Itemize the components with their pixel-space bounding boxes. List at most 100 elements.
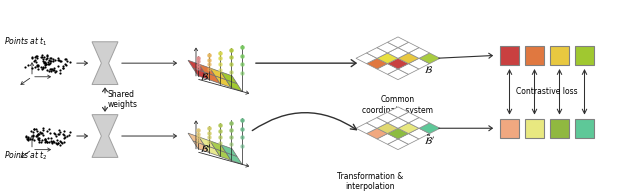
Point — [56, 59, 66, 63]
Point — [21, 137, 31, 140]
Point — [35, 131, 45, 134]
Polygon shape — [356, 123, 377, 134]
FancyBboxPatch shape — [575, 119, 594, 138]
Text: Contrastive loss: Contrastive loss — [516, 87, 578, 96]
Polygon shape — [204, 72, 220, 83]
Point — [40, 61, 50, 64]
Point — [42, 57, 52, 60]
Point — [26, 129, 36, 133]
Point — [53, 57, 63, 60]
FancyBboxPatch shape — [500, 46, 519, 65]
Point — [38, 58, 48, 61]
Polygon shape — [408, 118, 429, 128]
Point — [62, 134, 72, 137]
Point — [36, 66, 46, 69]
Point — [41, 140, 51, 143]
Point — [38, 60, 49, 63]
Point — [46, 136, 56, 139]
Point — [27, 137, 37, 140]
Point — [33, 133, 43, 136]
Point — [59, 130, 69, 133]
Point — [58, 66, 68, 69]
Point — [42, 56, 52, 59]
Text: Points at $t_1$: Points at $t_1$ — [4, 36, 47, 48]
Polygon shape — [377, 64, 398, 74]
Point — [34, 138, 44, 141]
Point — [53, 141, 63, 144]
Point — [27, 56, 37, 59]
Point — [61, 58, 71, 61]
Point — [54, 129, 64, 132]
Point — [45, 69, 56, 72]
Point — [30, 58, 40, 61]
Point — [56, 141, 66, 144]
Polygon shape — [387, 37, 408, 48]
Point — [53, 58, 63, 62]
Point — [45, 57, 56, 60]
Point — [33, 137, 43, 140]
Point — [34, 132, 44, 135]
Polygon shape — [226, 80, 242, 91]
Point — [23, 136, 33, 139]
Point — [58, 133, 68, 136]
FancyBboxPatch shape — [500, 119, 519, 138]
Point — [54, 132, 64, 135]
Point — [28, 134, 38, 137]
Point — [28, 66, 38, 69]
Point — [36, 56, 47, 59]
Polygon shape — [398, 53, 419, 64]
Polygon shape — [408, 58, 429, 69]
Point — [49, 141, 60, 144]
Point — [42, 129, 52, 133]
Text: Points at $t_2$: Points at $t_2$ — [4, 150, 47, 162]
Point — [49, 131, 59, 135]
Point — [44, 140, 54, 144]
Polygon shape — [398, 112, 419, 123]
Polygon shape — [188, 60, 204, 72]
Point — [55, 130, 65, 133]
Point — [45, 67, 55, 70]
Point — [49, 66, 60, 69]
Point — [47, 67, 57, 70]
Text: $\mathcal{B}$: $\mathcal{B}$ — [424, 65, 433, 75]
Text: Transformation &
interpolation: Transformation & interpolation — [337, 172, 403, 191]
Point — [36, 53, 47, 56]
Point — [23, 136, 33, 139]
Polygon shape — [356, 53, 377, 64]
Point — [57, 141, 67, 144]
Point — [38, 133, 48, 136]
Polygon shape — [367, 128, 387, 139]
Point — [33, 63, 44, 66]
Point — [51, 70, 61, 73]
Point — [31, 135, 42, 138]
Polygon shape — [387, 128, 408, 139]
Point — [45, 56, 55, 59]
Polygon shape — [92, 115, 118, 157]
Point — [39, 55, 49, 58]
Point — [40, 64, 51, 67]
Point — [48, 68, 58, 71]
Polygon shape — [199, 137, 215, 149]
Point — [42, 54, 52, 57]
Polygon shape — [387, 58, 408, 69]
FancyBboxPatch shape — [575, 46, 594, 65]
Point — [31, 54, 41, 57]
Point — [50, 70, 60, 73]
Point — [31, 135, 42, 138]
Point — [23, 138, 33, 141]
Point — [54, 58, 64, 62]
Point — [37, 131, 47, 134]
Polygon shape — [377, 134, 398, 144]
Point — [47, 60, 58, 63]
Point — [30, 65, 40, 68]
Point — [39, 62, 49, 65]
Point — [50, 133, 60, 136]
Point — [31, 60, 42, 64]
Point — [32, 129, 42, 133]
Point — [40, 137, 50, 140]
Point — [42, 140, 52, 143]
Point — [44, 63, 54, 66]
Point — [29, 139, 39, 142]
Point — [38, 66, 48, 69]
Polygon shape — [387, 139, 408, 150]
